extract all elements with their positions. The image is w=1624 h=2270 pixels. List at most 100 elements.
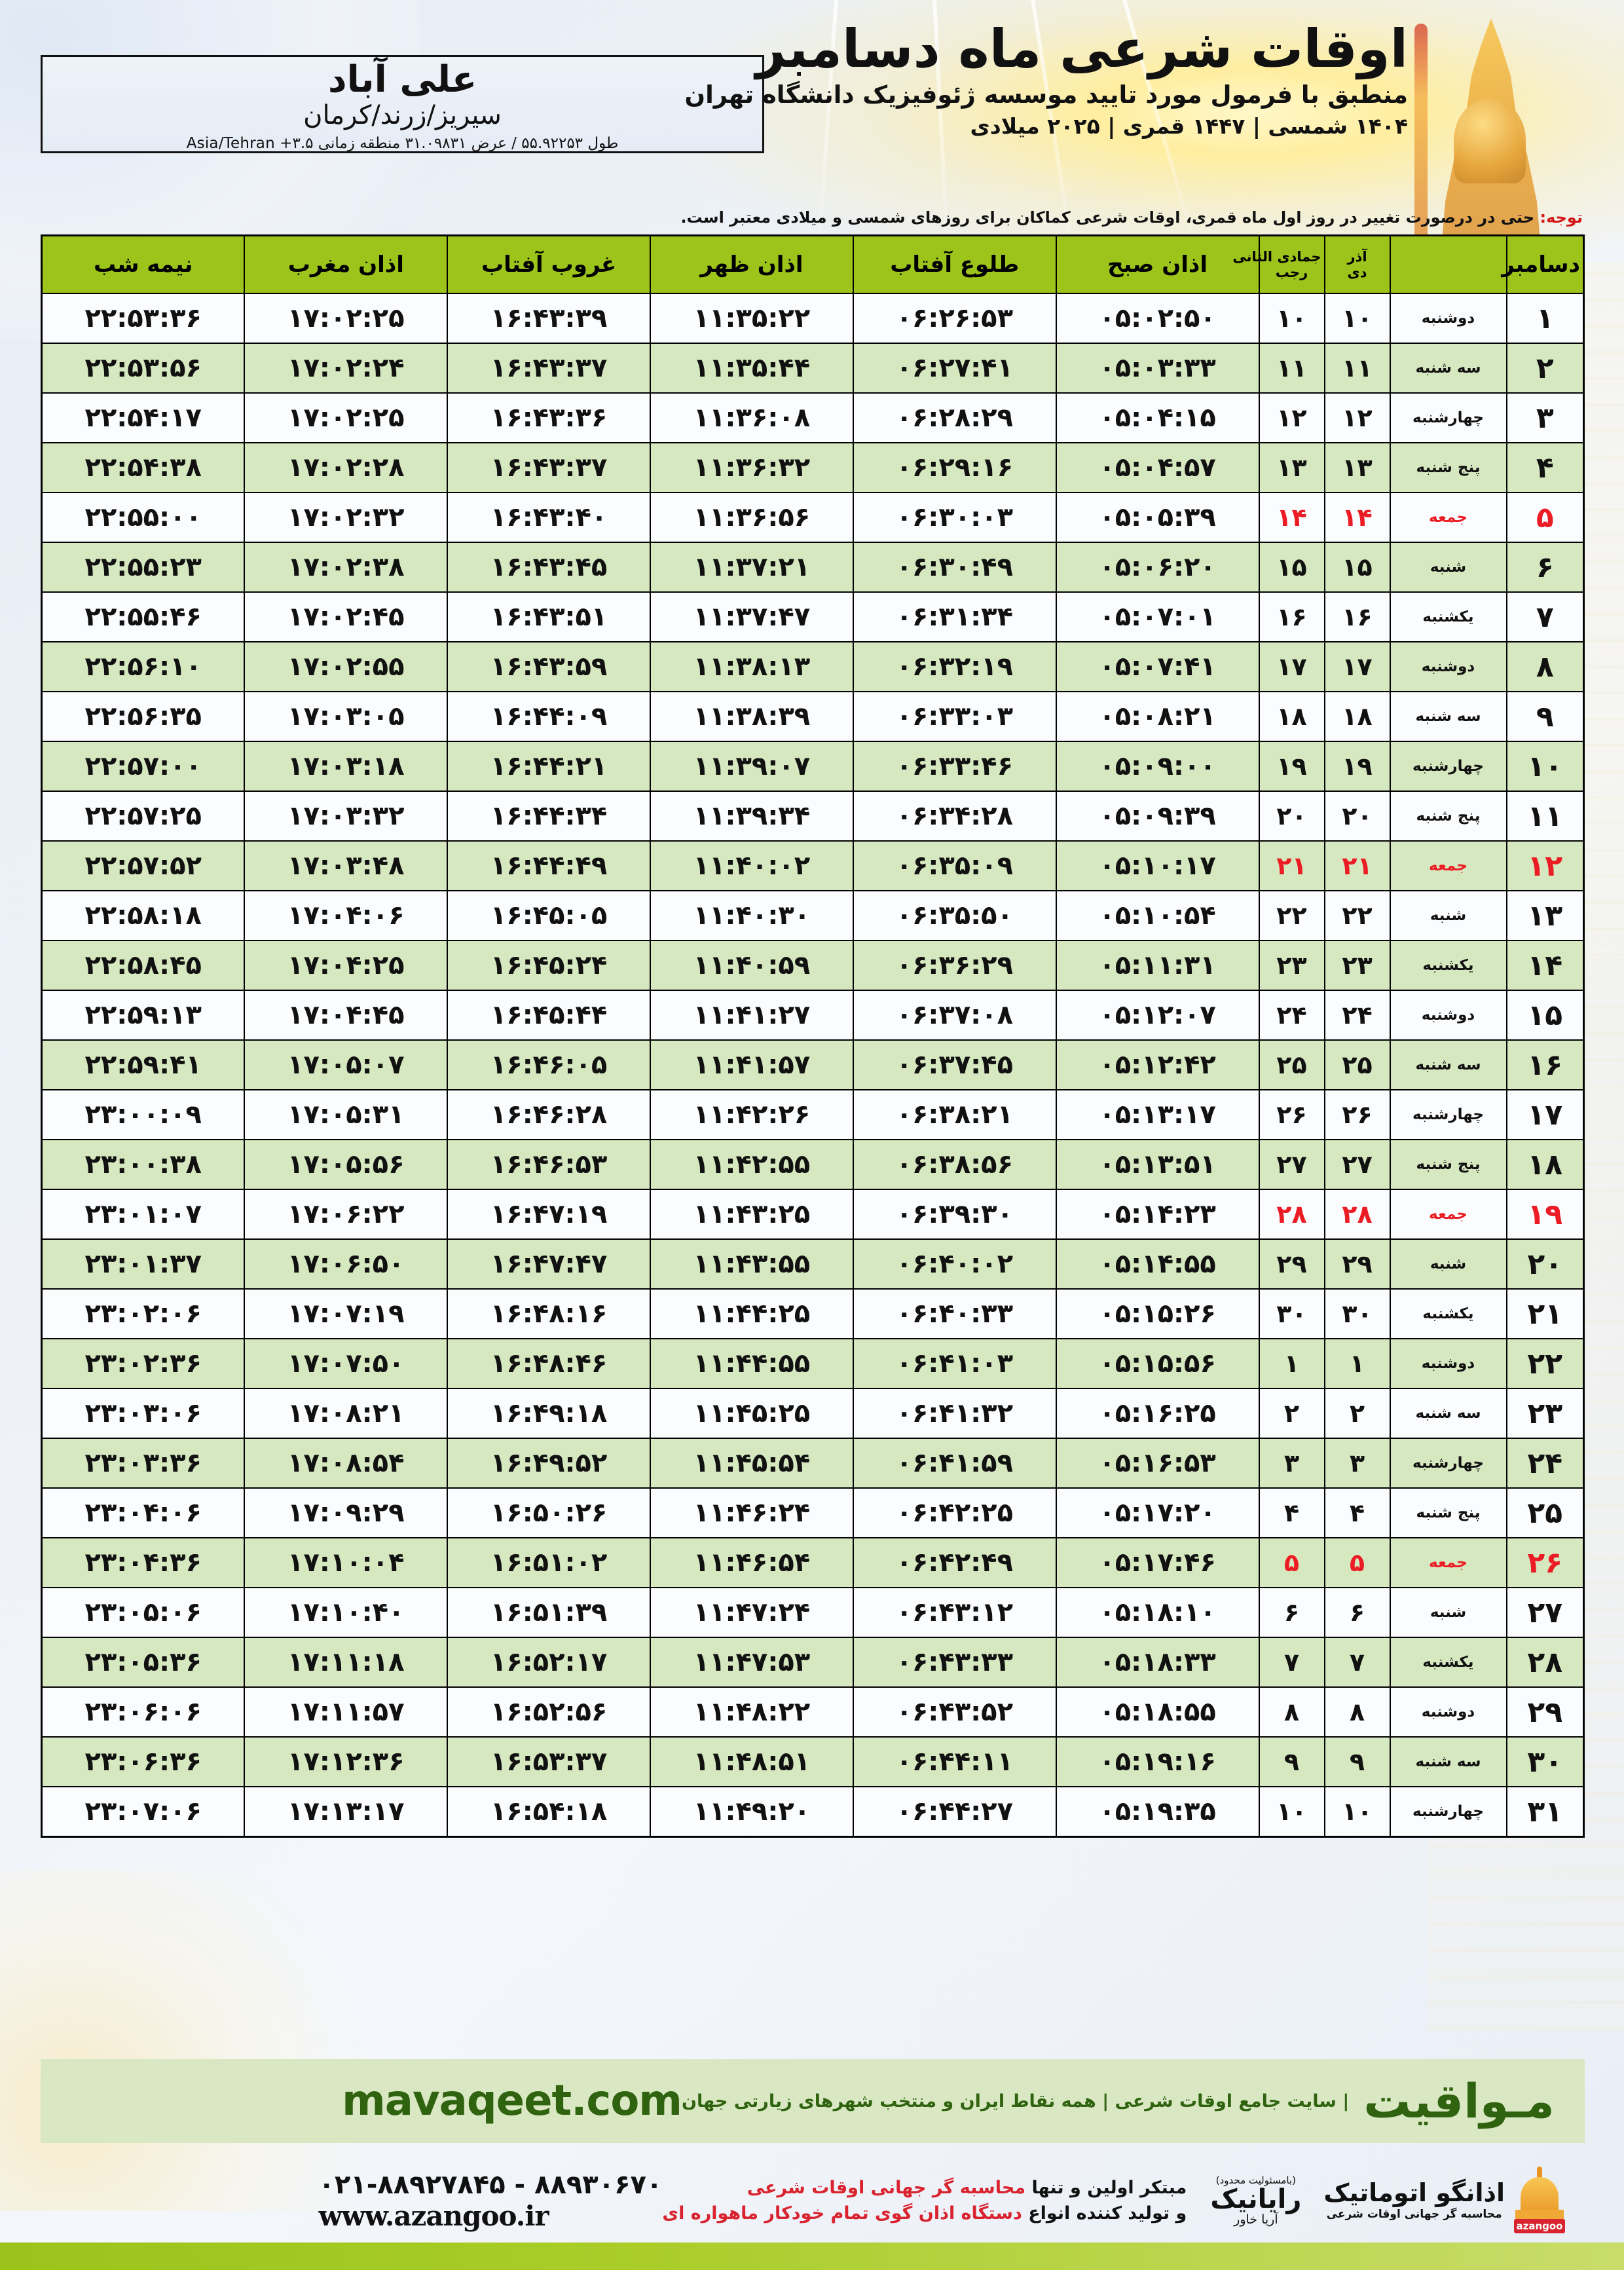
cell-sunrise: ۰۶:۳۱:۳۴ [852, 591, 1057, 642]
page-title: اوقات شرعی ماه دسامبر [755, 18, 1409, 79]
cell-weekday: چهارشنبه [1389, 1438, 1507, 1489]
cell-maghrib: ۱۷:۰۷:۱۹ [244, 1288, 449, 1339]
cell-weekday: یکشنبه [1389, 940, 1507, 991]
footer-line-1-plain: مبتکر اولین و تنها [1025, 2177, 1187, 2198]
cell-sunset: ۱۶:۵۳:۳۷ [447, 1736, 652, 1787]
header-lunar-top: جمادی الثانی [1232, 249, 1321, 265]
footer-bottom: azangoo اذانگو اتوماتیک محاسبه گر جهانی … [41, 2155, 1585, 2246]
cell-lunar: ۱۵ [1258, 542, 1325, 593]
cell-dhuhr: ۱۱:۴۳:۲۵ [650, 1189, 854, 1240]
footer-brand-band: مـواقیت | سایت جامع اوقات شرعی | همه نقا… [41, 2059, 1585, 2143]
cell-sunrise: ۰۶:۳۹:۳۰ [852, 1189, 1057, 1240]
rayanic-main: رایانیک [1210, 2184, 1302, 2214]
cell-fajr: ۰۵:۱۶:۲۵ [1055, 1388, 1260, 1439]
cell-sunrise: ۰۶:۳۸:۵۶ [852, 1139, 1057, 1190]
cell-lunar: ۸ [1258, 1686, 1325, 1738]
cell-day: ۲۷ [1505, 1587, 1585, 1638]
azangoo-logo: azangoo اذانگو اتوماتیک محاسبه گر جهانی … [1323, 2167, 1568, 2233]
cell-midnight: ۲۳:۰۱:۰۷ [41, 1189, 246, 1240]
cell-day: ۴ [1505, 442, 1585, 493]
location-coordinates: طول ۵۵.۹۲۲۵۳ / عرض ۳۱.۰۹۸۳۱ منطقه زمانی … [186, 134, 619, 152]
cell-lunar: ۱۱ [1258, 343, 1325, 394]
cell-sunset: ۱۶:۴۴:۳۴ [447, 791, 652, 842]
cell-lunar: ۲۰ [1258, 791, 1325, 842]
cell-fajr: ۰۵:۰۹:۰۰ [1055, 741, 1260, 792]
cell-sunrise: ۰۶:۳۳:۴۶ [852, 741, 1057, 792]
cell-solar: ۸ [1323, 1686, 1391, 1738]
cell-lunar: ۳ [1258, 1438, 1325, 1489]
table-row: ۲۴ چهارشنبه ۳ ۳ ۰۵:۱۶:۵۳ ۰۶:۴۱:۵۹ ۱۱:۴۵:۵۴ ۱۶:۴… [41, 1438, 1585, 1489]
cell-dhuhr: ۱۱:۳۷:۲۱ [650, 542, 854, 593]
cell-dhuhr: ۱۱:۴۶:۲۴ [650, 1487, 854, 1538]
cell-maghrib: ۱۷:۰۳:۴۸ [244, 840, 449, 891]
cell-sunset: ۱۶:۴۶:۵۳ [447, 1139, 652, 1190]
cell-day: ۱۴ [1505, 940, 1585, 991]
cell-sunset: ۱۶:۴۸:۱۶ [447, 1288, 652, 1339]
table-row: ۱۹ جمعه ۲۸ ۲۸ ۰۵:۱۴:۲۳ ۰۶:۳۹:۳۰ ۱۱:۴۳:۲۵ ۱۶:۴۷:… [41, 1189, 1585, 1240]
brand-website[interactable]: mavaqeet.com [342, 2077, 682, 2125]
cell-fajr: ۰۵:۱۰:۱۷ [1055, 840, 1260, 891]
table-row: ۲۵ پنج شنبه ۴ ۴ ۰۵:۱۷:۲۰ ۰۶:۴۲:۲۵ ۱۱:۴۶:۲۴ ۱۶:۵… [41, 1487, 1585, 1538]
cell-dhuhr: ۱۱:۳۹:۳۴ [650, 791, 854, 842]
note-label: توجه: [1540, 208, 1583, 227]
cell-weekday: شنبه [1389, 1587, 1507, 1638]
cell-maghrib: ۱۷:۰۸:۵۴ [244, 1438, 449, 1489]
year-line: ۱۴۰۴ شمسی | ۱۴۴۷ قمری | ۲۰۲۵ میلادی [970, 113, 1408, 139]
title-block: اوقات شرعی ماه دسامبر منطبق با فرمول مور… [255, 18, 1409, 140]
table-row: ۹ سه شنبه ۱۸ ۱۸ ۰۵:۰۸:۲۱ ۰۶:۳۳:۰۳ ۱۱:۳۸:۳۹ ۱۶:۴… [41, 691, 1585, 742]
cell-dhuhr: ۱۱:۳۷:۴۷ [650, 591, 854, 642]
cell-lunar: ۲۶ [1258, 1089, 1325, 1140]
cell-fajr: ۰۵:۰۵:۳۹ [1055, 492, 1260, 543]
cell-lunar: ۵ [1258, 1537, 1325, 1588]
mosque-icon: azangoo [1511, 2167, 1568, 2233]
cell-day: ۳ [1505, 392, 1585, 443]
cell-sunset: ۱۶:۴۳:۳۹ [447, 293, 652, 344]
header-gregorian: دسامبر [1502, 234, 1585, 294]
cell-dhuhr: ۱۱:۳۶:۵۶ [650, 492, 854, 543]
cell-weekday: چهارشنبه [1389, 1089, 1507, 1140]
cell-maghrib: ۱۷:۰۵:۵۶ [244, 1139, 449, 1190]
cell-midnight: ۲۲:۵۸:۱۸ [41, 890, 246, 941]
cell-sunset: ۱۶:۵۲:۵۶ [447, 1686, 652, 1738]
cell-sunrise: ۰۶:۳۵:۵۰ [852, 890, 1057, 941]
cell-midnight: ۲۲:۵۸:۴۵ [41, 940, 246, 991]
cell-dhuhr: ۱۱:۴۷:۲۴ [650, 1587, 854, 1638]
cell-lunar: ۱ [1258, 1338, 1325, 1389]
cell-solar: ۱۰ [1323, 1786, 1391, 1838]
cell-dhuhr: ۱۱:۳۸:۳۹ [650, 691, 854, 742]
cell-dhuhr: ۱۱:۳۸:۱۳ [650, 641, 854, 692]
cell-day: ۳۰ [1505, 1736, 1585, 1787]
cell-weekday: جمعه [1389, 492, 1507, 543]
cell-solar: ۱۰ [1323, 293, 1391, 344]
cell-maghrib: ۱۷:۰۶:۲۲ [244, 1189, 449, 1240]
cell-sunset: ۱۶:۴۴:۲۱ [447, 741, 652, 792]
cell-weekday: جمعه [1389, 840, 1507, 891]
cell-dhuhr: ۱۱:۴۲:۵۵ [650, 1139, 854, 1190]
cell-sunrise: ۰۶:۲۷:۴۱ [852, 343, 1057, 394]
cell-solar: ۲۹ [1323, 1238, 1391, 1290]
cell-sunrise: ۰۶:۳۶:۲۹ [852, 940, 1057, 991]
cell-midnight: ۲۲:۵۶:۳۵ [41, 691, 246, 742]
cell-weekday: پنج شنبه [1389, 1487, 1507, 1538]
table-header-row: دسامبر آذر دی جمادی الثانی رجب اذان صبح … [41, 234, 1585, 294]
cell-midnight: ۲۲:۵۷:۰۰ [41, 741, 246, 792]
cell-day: ۱۱ [1505, 791, 1585, 842]
cell-day: ۲۳ [1505, 1388, 1585, 1439]
cell-solar: ۹ [1323, 1736, 1391, 1787]
table-row: ۲۳ سه شنبه ۲ ۲ ۰۵:۱۶:۲۵ ۰۶:۴۱:۳۲ ۱۱:۴۵:۲۵ ۱۶:۴۹… [41, 1388, 1585, 1439]
azangoo-website[interactable]: www.azangoo.ir [318, 2199, 549, 2232]
cell-maghrib: ۱۷:۱۳:۱۷ [244, 1786, 449, 1838]
cell-maghrib: ۱۷:۰۴:۴۵ [244, 990, 449, 1041]
footer-line-2-red: دستگاه اذان گوی تمام خودکار ماهواره ای [662, 2203, 1022, 2223]
cell-fajr: ۰۵:۰۲:۵۰ [1055, 293, 1260, 344]
cell-midnight: ۲۳:۰۶:۳۶ [41, 1736, 246, 1787]
table-row: ۴ پنج شنبه ۱۳ ۱۳ ۰۵:۰۴:۵۷ ۰۶:۲۹:۱۶ ۱۱:۳۶:۳۲ ۱۶:… [41, 442, 1585, 493]
cell-solar: ۲۶ [1323, 1089, 1391, 1140]
phone-number[interactable]: ۰۲۱-۸۸۹۲۷۸۴۵ - ۸۸۹۳۰۶۷۰ [318, 2169, 663, 2200]
cell-day: ۲۰ [1505, 1238, 1585, 1290]
cell-sunset: ۱۶:۴۷:۱۹ [447, 1189, 652, 1240]
rayanic-logo: (بامسئولیت محدود) رایانیک آریا خاور [1210, 2174, 1301, 2227]
cell-sunset: ۱۶:۴۳:۴۵ [447, 542, 652, 593]
cell-fajr: ۰۵:۱۴:۵۵ [1055, 1238, 1260, 1290]
cell-weekday: دوشنبه [1389, 990, 1507, 1041]
